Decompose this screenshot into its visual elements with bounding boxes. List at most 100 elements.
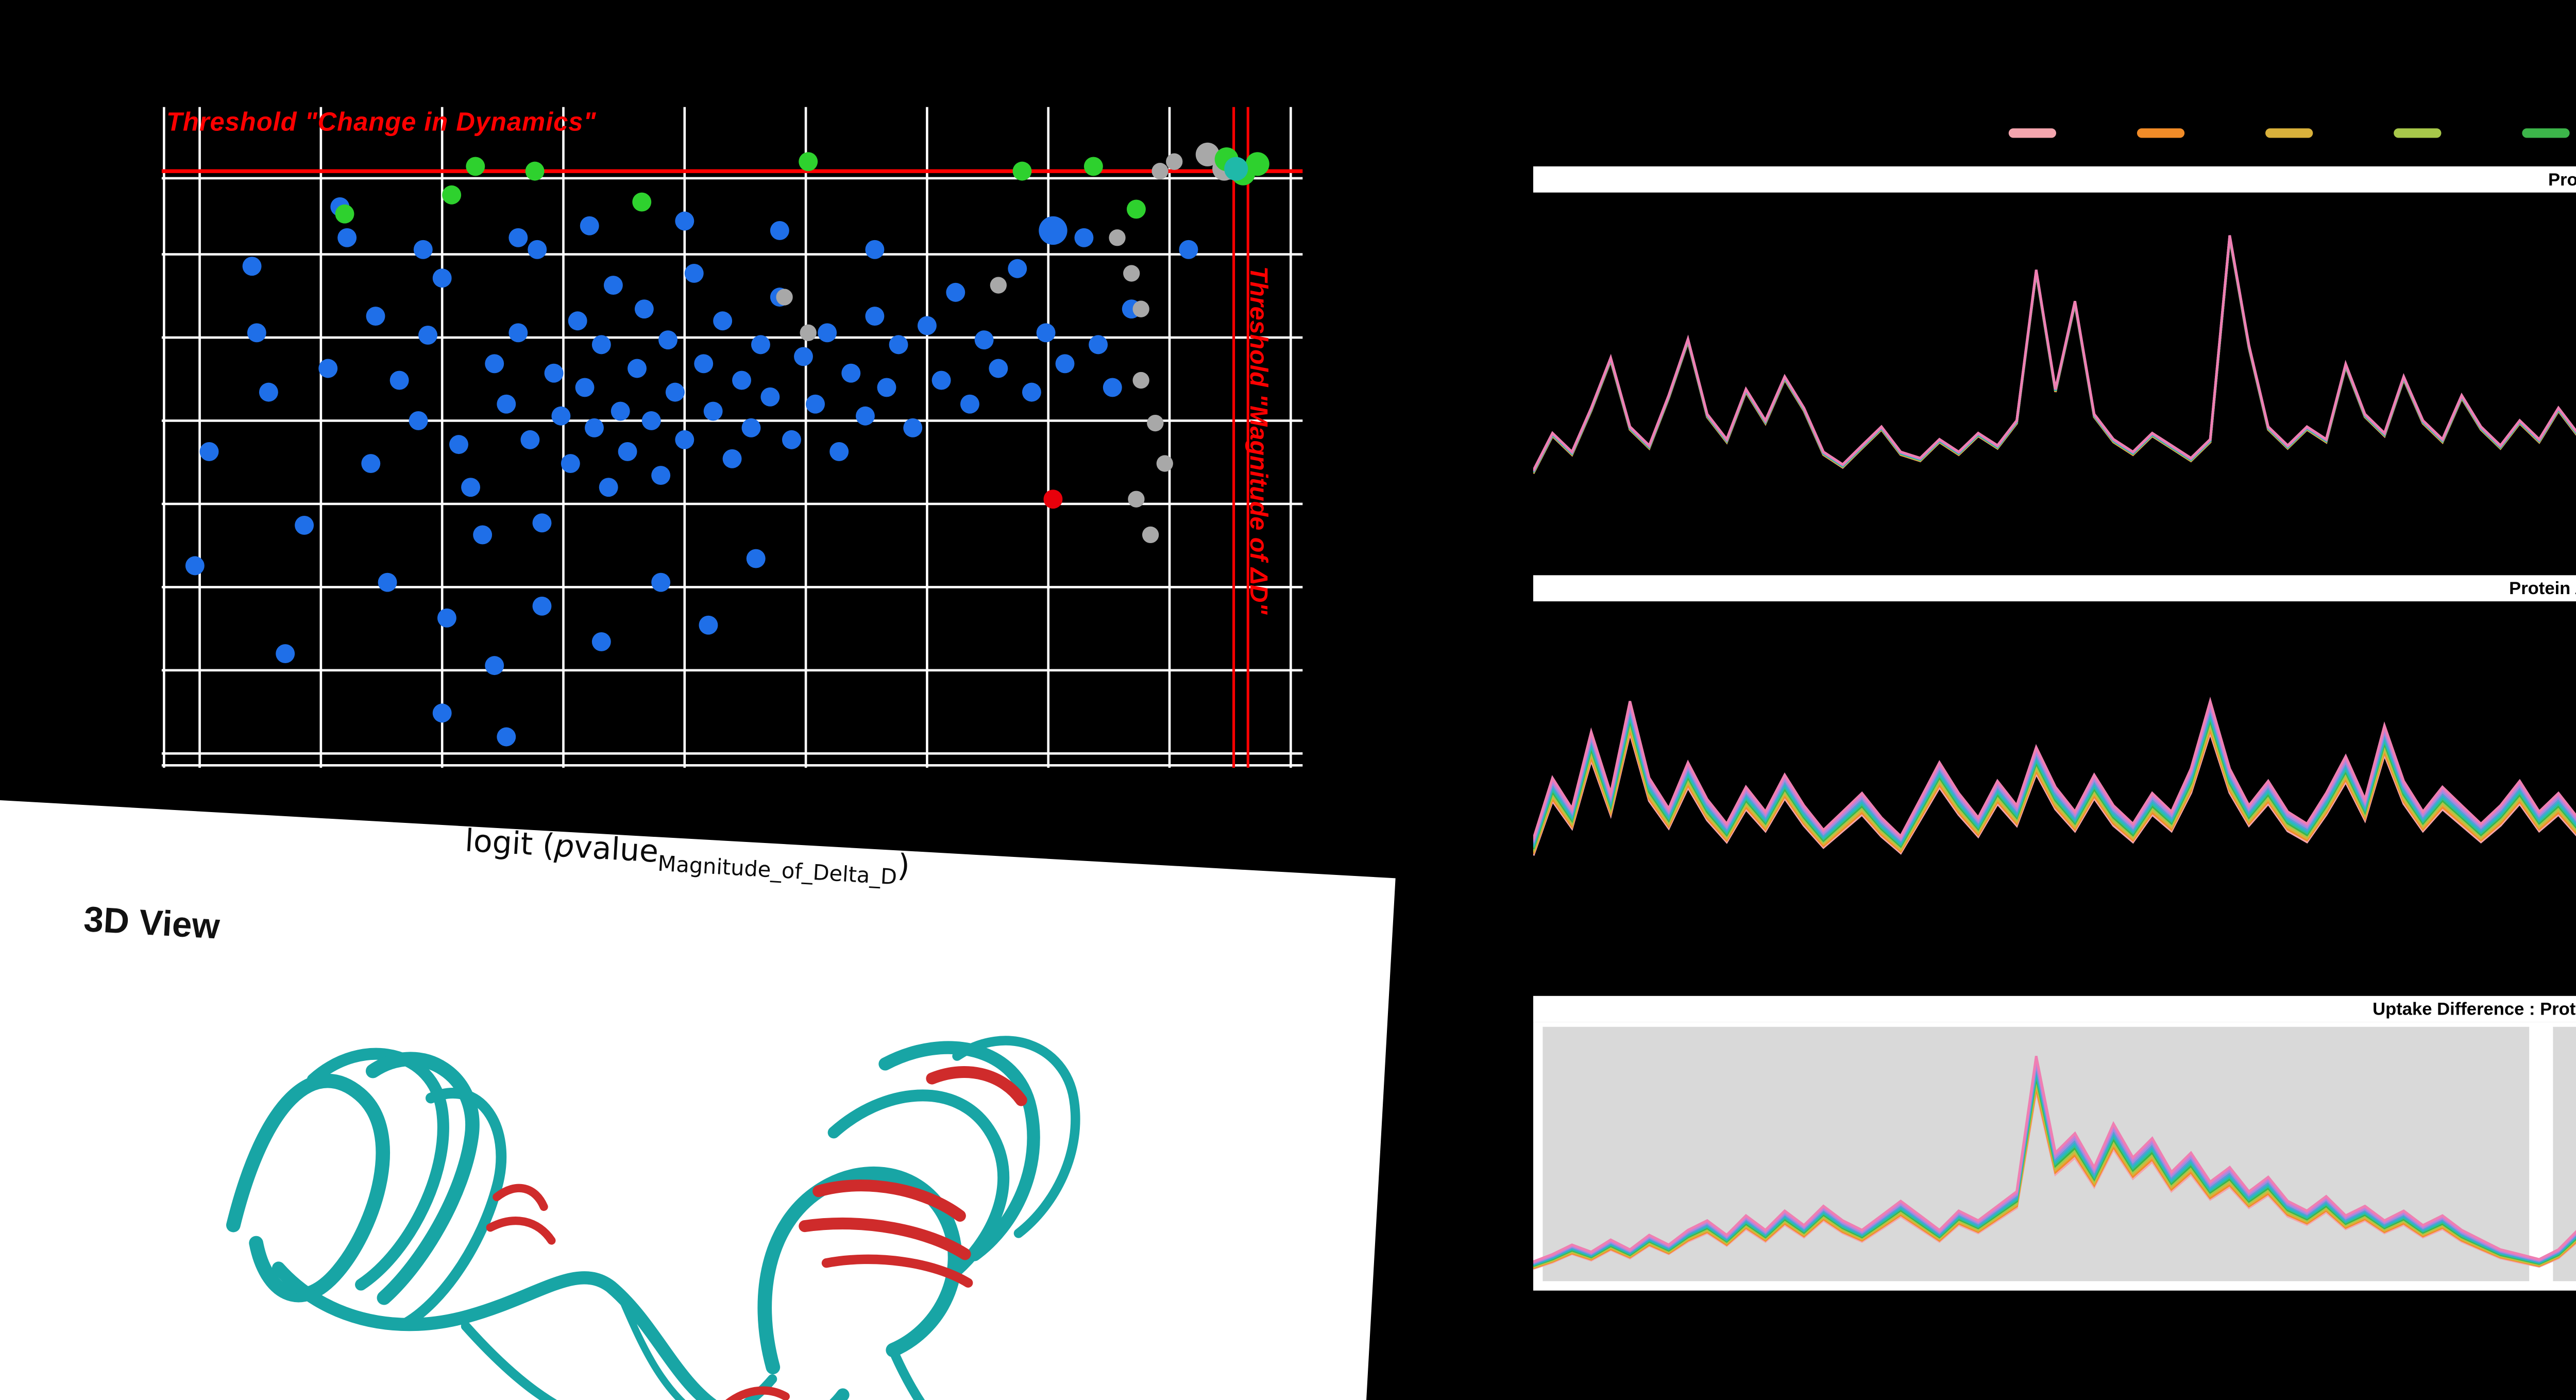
scatter-point-no-significant-change[interactable] bbox=[575, 378, 595, 397]
scatter-point-filtered-out[interactable] bbox=[1128, 491, 1145, 508]
scatter-point-highlighted[interactable] bbox=[1043, 490, 1063, 509]
scatter-point-no-significant-change[interactable] bbox=[378, 572, 397, 592]
scatter-point-no-significant-change[interactable] bbox=[1074, 228, 1094, 247]
scatter-point-no-significant-change[interactable] bbox=[247, 323, 266, 343]
scatter-point-no-significant-change[interactable] bbox=[485, 354, 504, 374]
scatter-point-no-significant-change[interactable] bbox=[449, 435, 468, 454]
scatter-point-no-significant-change[interactable] bbox=[665, 382, 685, 402]
scatter-point-no-significant-change[interactable] bbox=[389, 370, 409, 390]
scatter-point-no-significant-change[interactable] bbox=[242, 257, 262, 276]
scatter-point-no-significant-change[interactable] bbox=[437, 608, 456, 628]
scatter-point-no-significant-change[interactable] bbox=[432, 703, 452, 723]
scatter-point-filtered-out[interactable] bbox=[1195, 142, 1219, 166]
scatter-point-no-significant-change[interactable] bbox=[634, 299, 654, 319]
scatter-point-significant-change[interactable] bbox=[442, 185, 462, 205]
legend-timepoint-dash[interactable] bbox=[2394, 128, 2442, 138]
scatter-point-no-significant-change[interactable] bbox=[699, 615, 718, 635]
scatter-point-no-significant-change[interactable] bbox=[974, 330, 994, 350]
scatter-point-no-significant-change[interactable] bbox=[185, 556, 205, 576]
legend-timepoint-dash[interactable] bbox=[2522, 128, 2570, 138]
scatter-point-no-significant-change[interactable] bbox=[829, 442, 849, 461]
scatter-point-filtered-out[interactable] bbox=[1109, 229, 1126, 246]
scatter-point-no-significant-change[interactable] bbox=[651, 572, 671, 592]
scatter-point-no-significant-change[interactable] bbox=[675, 430, 694, 449]
scatter-point-no-significant-change[interactable] bbox=[603, 276, 623, 295]
scatter-point-no-significant-change[interactable] bbox=[841, 363, 861, 383]
scatter-point-no-significant-change[interactable] bbox=[818, 323, 837, 343]
scatter-point-no-significant-change[interactable] bbox=[366, 307, 385, 326]
scatter-point-no-significant-change[interactable] bbox=[544, 363, 564, 383]
scatter-point-no-significant-change[interactable] bbox=[794, 347, 813, 366]
scatter-point-no-significant-change[interactable] bbox=[732, 370, 751, 390]
scatter-point-no-significant-change[interactable] bbox=[806, 394, 825, 414]
scatter-point-no-significant-change[interactable] bbox=[1179, 240, 1198, 259]
scatter-point-no-significant-change[interactable] bbox=[1039, 216, 1067, 245]
scatter-point-no-significant-change[interactable] bbox=[337, 228, 357, 247]
scatter-point-no-significant-change[interactable] bbox=[865, 307, 885, 326]
scatter-point-filtered-out[interactable] bbox=[1123, 265, 1140, 282]
scatter-point-no-significant-change[interactable] bbox=[199, 442, 219, 461]
scatter-point-no-significant-change[interactable] bbox=[568, 311, 587, 331]
scatter-point-no-significant-change[interactable] bbox=[782, 430, 801, 449]
scatter-point-no-significant-change[interactable] bbox=[946, 282, 965, 302]
scatter-point-filtered-out[interactable] bbox=[776, 289, 793, 306]
scatter-point-no-significant-change[interactable] bbox=[509, 228, 528, 247]
scatter-point-no-significant-change[interactable] bbox=[591, 335, 611, 355]
scatter-point-filtered-out[interactable] bbox=[1156, 455, 1173, 472]
scatter-point-no-significant-change[interactable] bbox=[497, 394, 516, 414]
scatter-point-no-significant-change[interactable] bbox=[585, 418, 604, 437]
scatter-point-no-significant-change[interactable] bbox=[865, 240, 885, 259]
scatter-point-no-significant-change[interactable] bbox=[1036, 323, 1056, 343]
scatter-point-filtered-out[interactable] bbox=[1147, 414, 1164, 432]
legend-timepoint-dash[interactable] bbox=[2008, 128, 2057, 138]
scatter-point-no-significant-change[interactable] bbox=[591, 632, 611, 651]
scatter-point-no-significant-change[interactable] bbox=[722, 449, 742, 468]
scatter-point-no-significant-change[interactable] bbox=[318, 359, 338, 378]
scatter-point-no-significant-change[interactable] bbox=[532, 596, 552, 616]
scatter-point-no-significant-change[interactable] bbox=[770, 221, 789, 240]
scatter-point-significant-change[interactable] bbox=[799, 152, 818, 172]
scatter-point-no-significant-change[interactable] bbox=[485, 656, 504, 676]
scatter-point-no-significant-change[interactable] bbox=[580, 216, 599, 235]
scatter-point-filtered-out[interactable] bbox=[1132, 372, 1149, 389]
scatter-point-no-significant-change[interactable] bbox=[532, 513, 552, 533]
scatter-point-no-significant-change[interactable] bbox=[409, 411, 428, 430]
uptake-difference-plot[interactable] bbox=[1533, 1022, 2576, 1291]
scatter-point-no-significant-change[interactable] bbox=[877, 378, 896, 397]
scatter-point-significant-change[interactable] bbox=[1126, 199, 1146, 219]
scatter-point-no-significant-change[interactable] bbox=[760, 387, 780, 407]
scatter-point-no-significant-change[interactable] bbox=[651, 466, 671, 485]
scatter-point-filtered-out[interactable] bbox=[1142, 526, 1159, 544]
scatter-point-no-significant-change[interactable] bbox=[259, 382, 278, 402]
scatter-point-no-significant-change[interactable] bbox=[520, 430, 540, 449]
scatter-point-no-significant-change[interactable] bbox=[960, 394, 979, 414]
scatter-point-significant-change[interactable] bbox=[525, 161, 545, 181]
3d-view-panel[interactable]: 3D View bbox=[0, 798, 1396, 1400]
scatter-point-no-significant-change[interactable] bbox=[746, 549, 766, 568]
protein-structure[interactable] bbox=[123, 947, 1103, 1400]
scatter-point-no-significant-change[interactable] bbox=[658, 330, 677, 350]
scatter-point-no-significant-change[interactable] bbox=[917, 316, 937, 335]
scatter-point-filtered-out[interactable] bbox=[990, 277, 1007, 294]
scatter-point-no-significant-change[interactable] bbox=[1103, 378, 1122, 397]
scatter-point-no-significant-change[interactable] bbox=[741, 418, 761, 437]
scatter-point-significant-change[interactable] bbox=[1083, 157, 1103, 176]
scatter-point-filtered-out[interactable] bbox=[1166, 153, 1183, 170]
scatter-point-no-significant-change[interactable] bbox=[694, 354, 714, 374]
uptake-plot-protein-a-ligand[interactable] bbox=[1533, 601, 2576, 934]
scatter-point-no-significant-change[interactable] bbox=[418, 325, 437, 345]
scatter-point-no-significant-change[interactable] bbox=[989, 359, 1008, 378]
scatter-point-cluster-teal[interactable] bbox=[1224, 157, 1248, 181]
scatter-point-significant-change[interactable] bbox=[466, 157, 485, 176]
scatter-point-no-significant-change[interactable] bbox=[703, 401, 723, 421]
scatter-point-no-significant-change[interactable] bbox=[889, 335, 908, 355]
scatter-point-no-significant-change[interactable] bbox=[675, 211, 694, 231]
scatter-point-significant-change[interactable] bbox=[1012, 161, 1032, 181]
scatter-point-no-significant-change[interactable] bbox=[361, 454, 381, 473]
scatter-point-no-significant-change[interactable] bbox=[295, 515, 314, 535]
scatter-point-no-significant-change[interactable] bbox=[1008, 259, 1027, 278]
scatter-point-filtered-out[interactable] bbox=[1151, 162, 1168, 180]
scatter-point-significant-change[interactable] bbox=[335, 204, 354, 224]
scatter-point-no-significant-change[interactable] bbox=[497, 727, 516, 747]
scatter-point-no-significant-change[interactable] bbox=[1089, 335, 1108, 355]
